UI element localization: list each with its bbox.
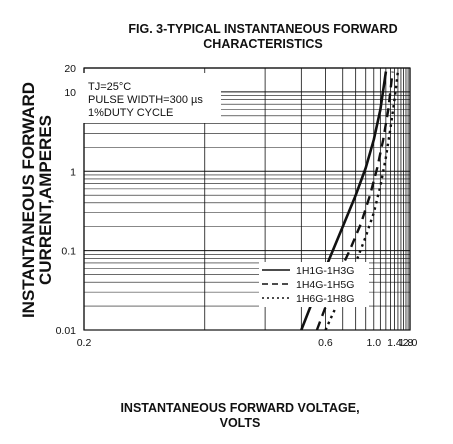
x-tick-label: 1.8 — [399, 337, 414, 349]
y-tick-label: 0.1 — [61, 246, 76, 258]
y-tick-label: 10 — [64, 87, 76, 99]
x-tick-label: 1.0 — [366, 337, 381, 349]
annotation-duty-cycle: 1%DUTY CYCLE — [88, 107, 173, 119]
x-tick-label: 1.4 — [387, 337, 402, 349]
tick-labels: 0.2 0.6 1.0 1.41.82.0 0.01 0.1 1 10 20 — [56, 63, 418, 349]
y-tick-label: 1 — [70, 166, 76, 178]
chart-title-line-1: FIG. 3-TYPICAL INSTANTANEOUS FORWARD — [128, 22, 397, 36]
annotation-box — [83, 73, 221, 123]
plot-frame — [83, 67, 411, 331]
y-axis-title-line-1: INSTANTANEOUS FORWARD — [19, 82, 38, 318]
legend-label-1: 1H1G-1H3G — [296, 265, 354, 277]
series-line-3 — [324, 71, 400, 331]
x-tick-label: 0.2 — [77, 337, 92, 349]
y-axis-title: INSTANTANEOUS FORWARD CURRENT,AMPERES — [19, 82, 55, 318]
x-axis-title-line-2: VOLTS — [220, 416, 261, 430]
series-line-1 — [300, 71, 388, 331]
annotation-pulse-width: PULSE WIDTH=300 µs — [88, 94, 203, 106]
y-tick-label: 0.01 — [56, 325, 77, 337]
y-axis-title-line-2: CURRENT,AMPERES — [36, 115, 55, 285]
x-tick-label: 0.6 — [318, 337, 333, 349]
annotation-temperature: TJ=25°C — [88, 81, 131, 93]
legend-label-2: 1H4G-1H5G — [296, 279, 354, 291]
x-axis-title-line-1: INSTANTANEOUS FORWARD VOLTAGE, — [120, 401, 359, 415]
legend: 1H1G-1H3G 1H4G-1H5G 1H6G-1H8G — [259, 262, 369, 307]
conditions-annotation: TJ=25°C PULSE WIDTH=300 µs 1%DUTY CYCLE — [83, 73, 221, 123]
y-tick-label: 20 — [64, 63, 76, 75]
chart-title-line-2: CHARACTERISTICS — [203, 37, 322, 51]
x-tick-label: 2.0 — [403, 337, 418, 349]
legend-label-3: 1H6G-1H8G — [296, 293, 354, 305]
